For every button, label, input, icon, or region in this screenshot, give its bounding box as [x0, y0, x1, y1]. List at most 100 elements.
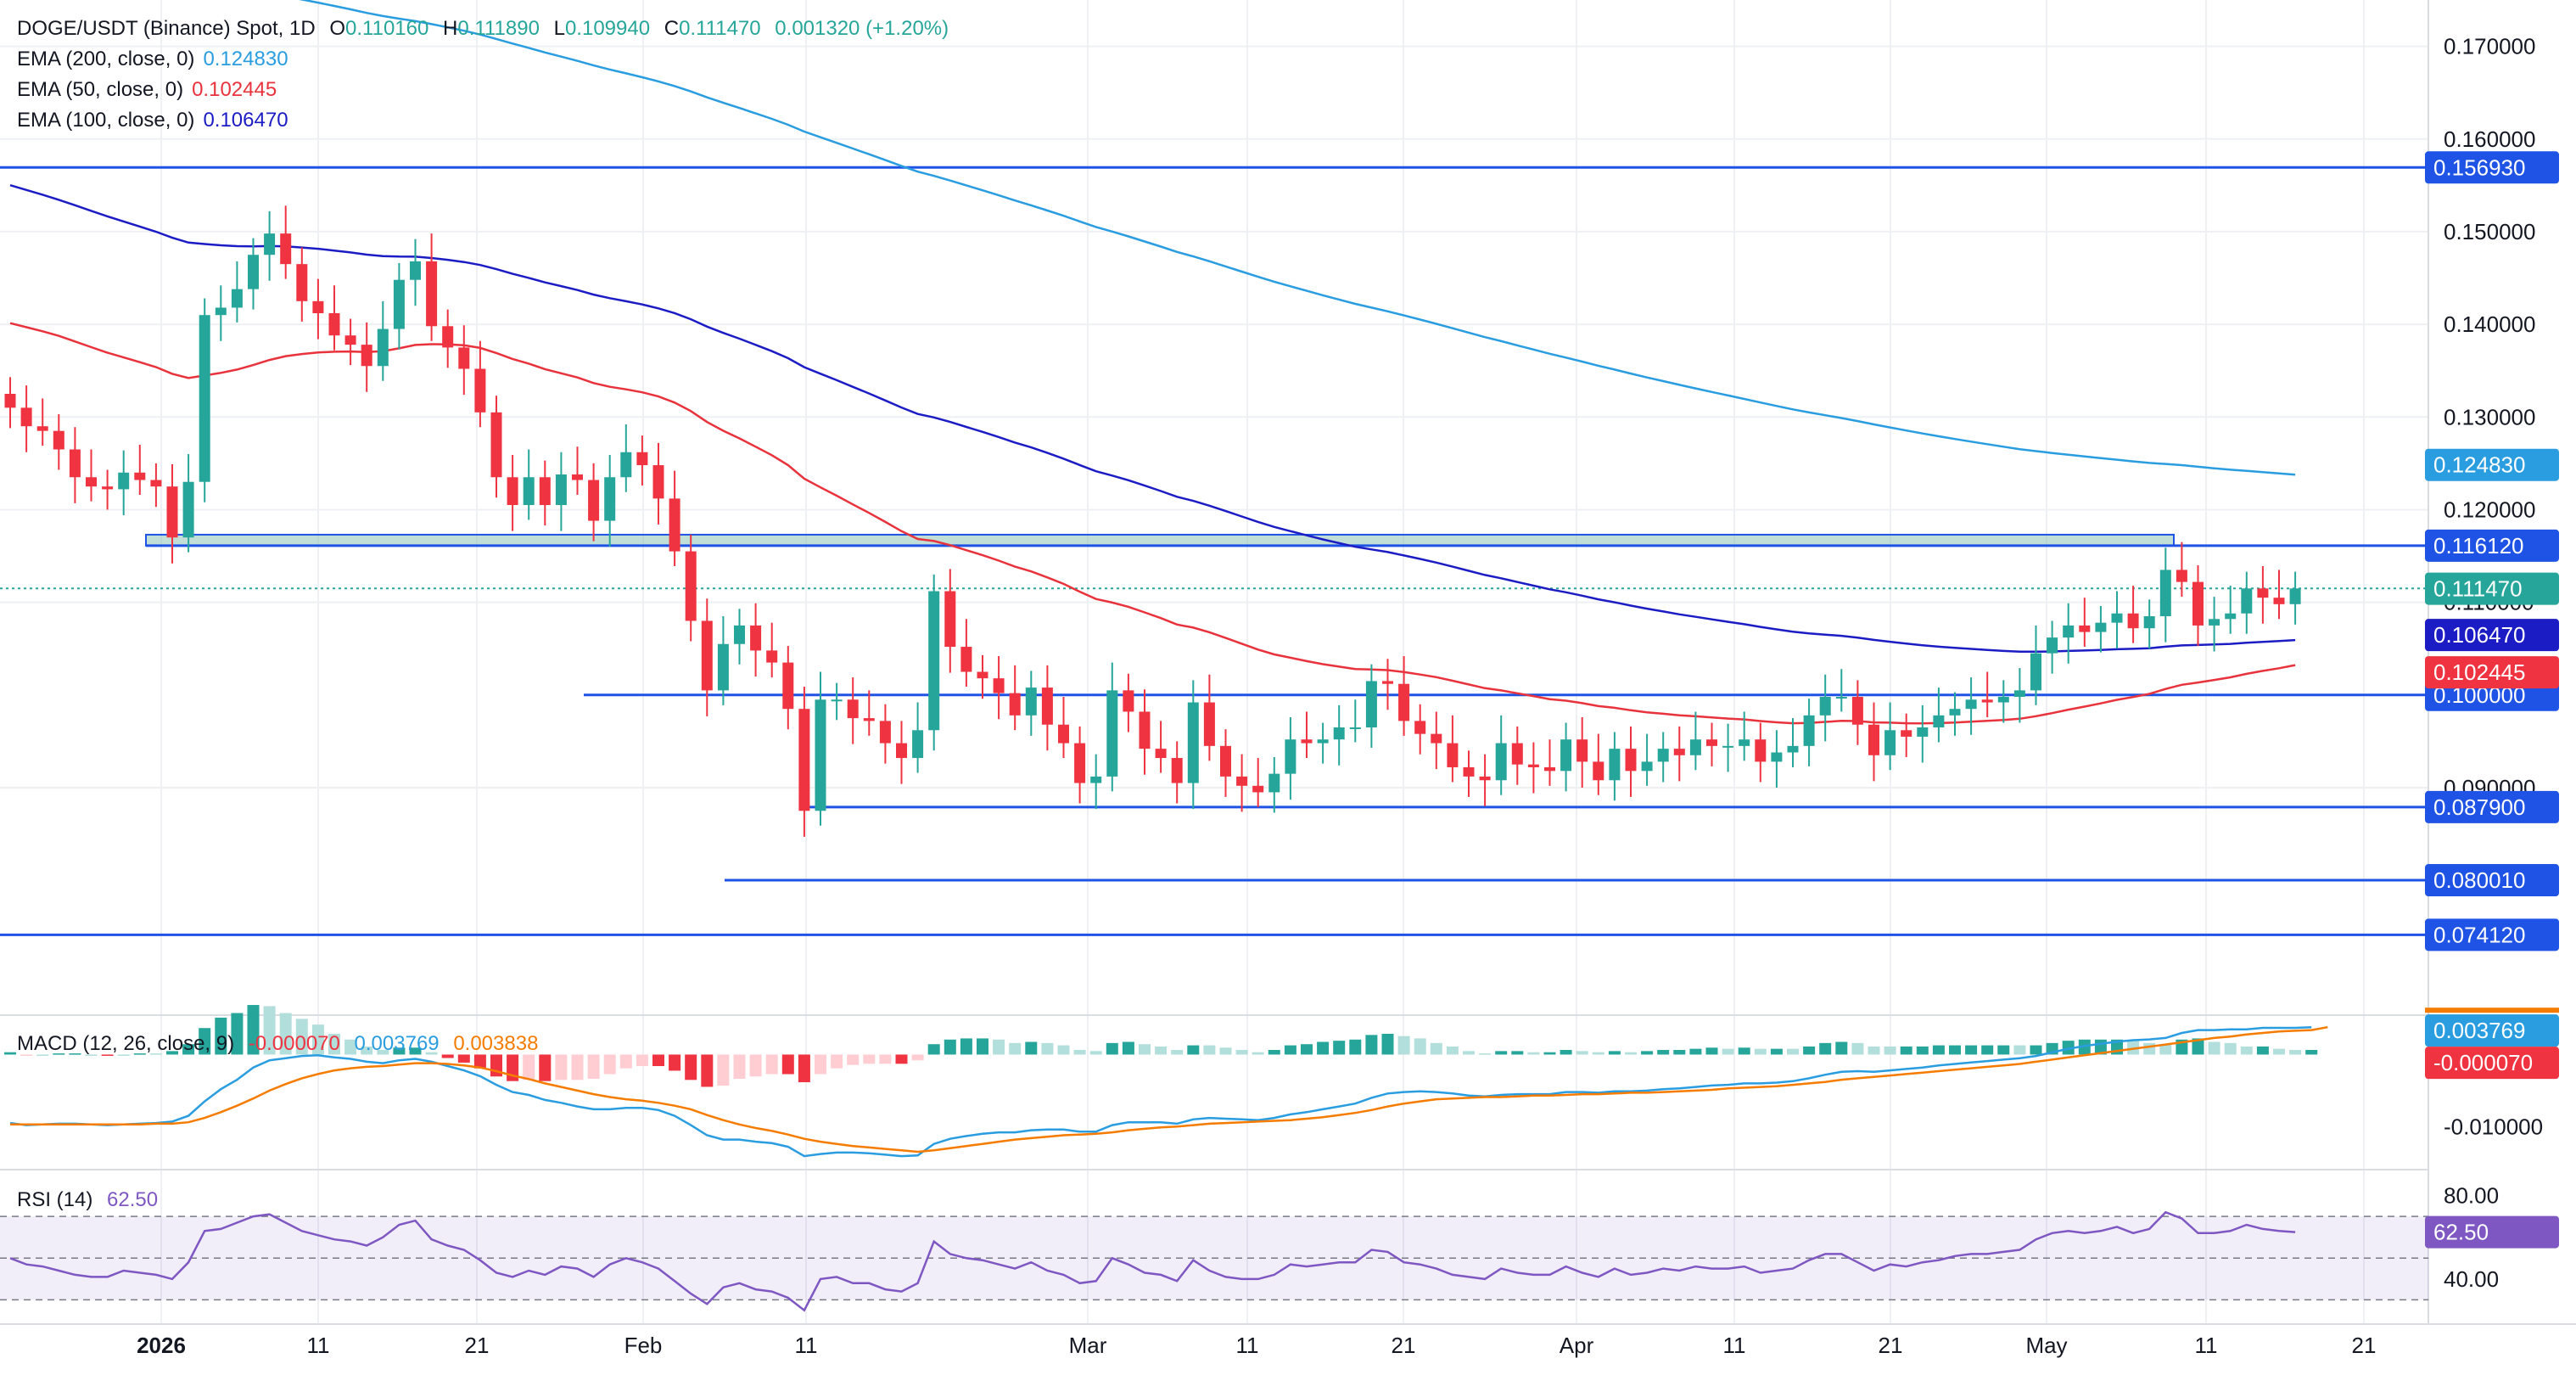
candle[interactable] [993, 655, 1005, 720]
candle[interactable] [328, 285, 340, 351]
candle[interactable] [2209, 597, 2220, 652]
candle[interactable] [1755, 722, 1767, 783]
candle[interactable] [150, 463, 162, 508]
candle[interactable] [102, 469, 114, 510]
candles[interactable] [4, 205, 2301, 837]
candle[interactable] [1106, 662, 1118, 792]
candle[interactable] [490, 396, 502, 498]
candle[interactable] [2225, 585, 2237, 634]
candle[interactable] [636, 435, 648, 486]
candle[interactable] [166, 463, 178, 564]
candle[interactable] [458, 325, 470, 396]
candle[interactable] [1317, 722, 1329, 764]
candle[interactable] [2176, 542, 2187, 598]
candle[interactable] [1917, 704, 1929, 763]
candle[interactable] [620, 424, 632, 492]
candle[interactable] [182, 453, 194, 553]
candle[interactable] [1868, 702, 1879, 782]
candle[interactable] [2159, 547, 2171, 643]
candle[interactable] [588, 463, 600, 542]
candle[interactable] [831, 682, 843, 721]
candle[interactable] [798, 686, 810, 837]
candle[interactable] [1933, 688, 1945, 743]
candle[interactable] [1463, 750, 1475, 797]
candle[interactable] [53, 414, 64, 470]
candle[interactable] [1739, 711, 1750, 761]
candle[interactable] [1365, 664, 1377, 749]
candle[interactable] [1447, 715, 1459, 783]
candle[interactable] [555, 452, 567, 531]
candle[interactable] [652, 442, 664, 525]
candle[interactable] [701, 598, 713, 716]
candle[interactable] [377, 300, 389, 381]
candle[interactable] [879, 704, 891, 764]
candle[interactable] [2289, 571, 2301, 625]
candle[interactable] [20, 385, 32, 452]
candle[interactable] [960, 619, 972, 687]
candle[interactable] [863, 690, 875, 736]
candle[interactable] [572, 446, 583, 495]
candle[interactable] [1236, 754, 1248, 812]
candle[interactable] [280, 205, 292, 279]
candle[interactable] [1803, 699, 1815, 766]
candle[interactable] [1025, 671, 1037, 736]
candle[interactable] [248, 238, 259, 310]
candle[interactable] [1479, 754, 1491, 806]
candle[interactable] [1965, 677, 1977, 735]
candle[interactable] [1609, 732, 1621, 801]
candle[interactable] [344, 318, 356, 366]
candle[interactable] [1058, 696, 1069, 759]
candle[interactable] [1349, 699, 1361, 743]
candle[interactable] [1398, 655, 1410, 736]
candle[interactable] [118, 450, 130, 516]
candle[interactable] [2063, 603, 2075, 664]
candle[interactable] [2257, 566, 2269, 624]
candle[interactable] [750, 603, 762, 676]
candle[interactable] [1576, 717, 1588, 788]
candle[interactable] [2192, 564, 2204, 646]
candle[interactable] [1884, 702, 1896, 771]
candle[interactable] [1041, 665, 1053, 751]
candle[interactable] [1949, 692, 1961, 736]
candle[interactable] [717, 616, 729, 705]
candle[interactable] [410, 239, 421, 306]
candle[interactable] [1673, 726, 1685, 782]
candle[interactable] [1090, 754, 1102, 810]
candle[interactable] [86, 449, 97, 502]
candle[interactable] [1414, 704, 1426, 755]
candle[interactable] [199, 298, 210, 502]
candle[interactable] [312, 278, 324, 340]
candle[interactable] [1495, 715, 1507, 795]
candle[interactable] [1689, 711, 1701, 771]
candle[interactable] [2079, 598, 2091, 648]
candle[interactable] [766, 622, 778, 678]
candle[interactable] [134, 445, 146, 495]
candle[interactable] [36, 398, 48, 446]
candle[interactable] [1835, 669, 1847, 712]
candle[interactable] [231, 261, 243, 323]
candle[interactable] [1220, 729, 1231, 797]
candle[interactable] [507, 455, 518, 531]
candle[interactable] [215, 285, 227, 341]
candle[interactable] [1981, 671, 1993, 718]
candle[interactable] [523, 449, 535, 520]
candle[interactable] [264, 210, 276, 281]
candle[interactable] [2127, 585, 2139, 643]
candle[interactable] [361, 322, 372, 392]
candle[interactable] [393, 263, 405, 350]
candle[interactable] [1625, 726, 1637, 797]
candle[interactable] [815, 671, 826, 826]
candle[interactable] [1268, 756, 1280, 813]
candle[interactable] [1787, 718, 1799, 767]
candle[interactable] [928, 574, 940, 751]
candle[interactable] [2047, 620, 2058, 674]
candle[interactable] [1285, 717, 1296, 800]
candle[interactable] [1301, 711, 1313, 759]
candle[interactable] [2241, 571, 2253, 634]
candle[interactable] [734, 609, 745, 665]
candle[interactable] [912, 702, 924, 773]
candle[interactable] [1074, 726, 1086, 804]
candle[interactable] [669, 470, 680, 567]
candle[interactable] [1203, 674, 1215, 761]
